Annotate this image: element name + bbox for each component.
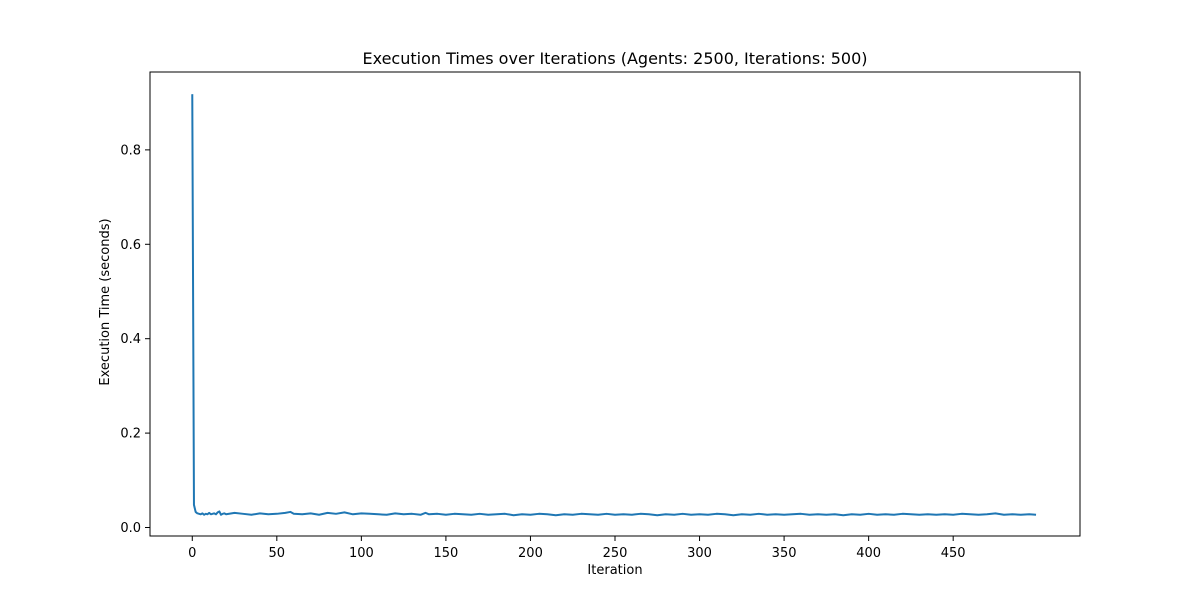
x-tick-label: 150 (433, 546, 458, 561)
y-tick-label: 0.6 (120, 238, 141, 253)
x-tick-label: 400 (856, 546, 881, 561)
y-tick-label: 0.8 (120, 143, 141, 158)
y-tick-label: 0.4 (120, 332, 141, 347)
x-tick-label: 200 (518, 546, 543, 561)
x-tick-label: 50 (269, 546, 286, 561)
execution-time-series-line (191, 94, 1037, 517)
plot-area-frame (149, 71, 1081, 537)
x-tick-label: 450 (941, 546, 966, 561)
x-tick-label: 100 (349, 546, 374, 561)
chart-title: Execution Times over Iterations (Agents:… (363, 49, 868, 68)
x-tick-label: 0 (188, 546, 196, 561)
x-tick-label: 250 (603, 546, 628, 561)
y-axis-ticks: 0.0 0.2 0.4 0.6 0.8 (120, 143, 150, 536)
x-axis-label: Iteration (587, 563, 642, 578)
x-tick-label: 300 (687, 546, 712, 561)
y-tick-label: 0.2 (120, 427, 141, 442)
x-tick-label: 350 (772, 546, 797, 561)
y-tick-label: 0.0 (120, 521, 141, 536)
x-axis-ticks: 0 50 100 150 200 250 300 350 400 450 (188, 536, 966, 561)
y-axis-label: Execution Time (seconds) (98, 218, 113, 385)
